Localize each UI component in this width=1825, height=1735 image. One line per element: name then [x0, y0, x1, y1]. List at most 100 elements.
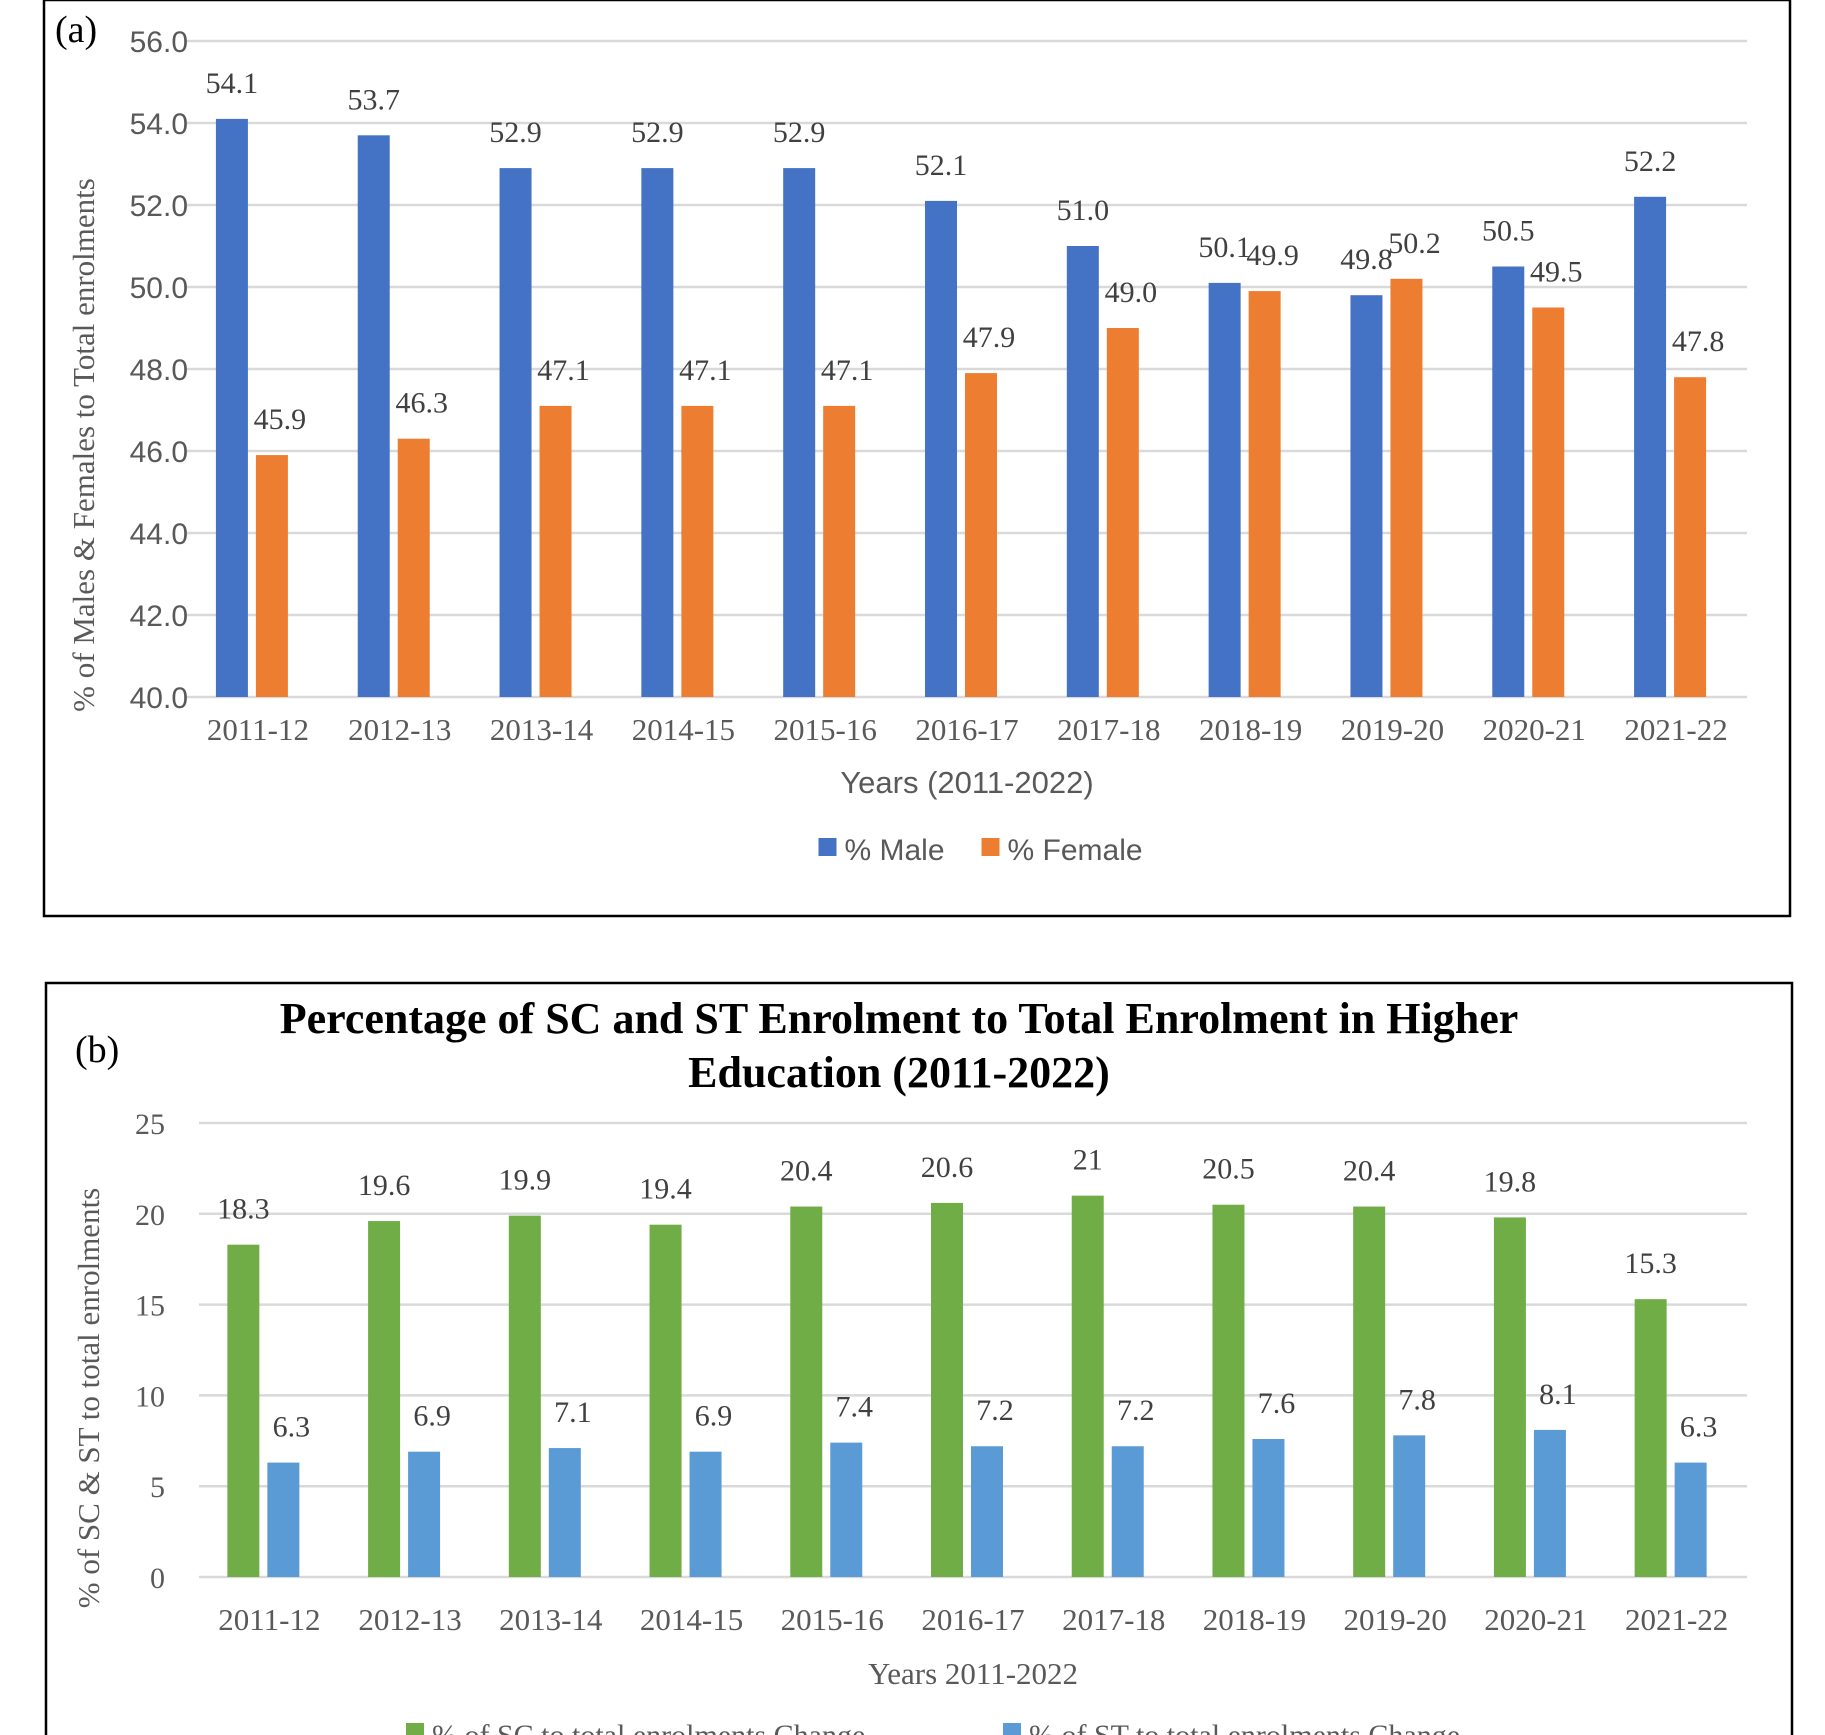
chart-panel-a: (a) 40.0 42.0 44.0 46.0 48.0 50.0 52.0 54.0 56.0 2…: [42, 0, 1792, 918]
y-tick-label: 5: [150, 1471, 165, 1504]
panel-border: [42, 0, 1792, 918]
legend-swatch: [818, 838, 837, 856]
data-label: 47.8: [1672, 325, 1725, 358]
bar-series2: [689, 1451, 722, 1577]
data-label: 52.2: [1624, 145, 1677, 178]
y-tick-label: 56.0: [130, 26, 188, 59]
y-tick-label: 10: [135, 1380, 165, 1413]
chart-title: Education (2011-2022): [688, 1048, 1110, 1097]
bar-series2: [823, 405, 856, 697]
bar-series1: [1208, 282, 1241, 697]
x-tick-label: 2012-13: [358, 1602, 461, 1637]
x-tick-label: 2018-19: [1199, 712, 1302, 747]
data-label: 49.0: [1105, 276, 1158, 309]
data-label: 18.3: [217, 1193, 270, 1226]
bar-series2: [965, 373, 997, 697]
data-label: 6.9: [695, 1400, 733, 1433]
data-label: 20.4: [780, 1155, 833, 1188]
x-tick-label: 2020-21: [1484, 1602, 1587, 1637]
bar-series1: [783, 168, 816, 698]
data-label: 45.9: [254, 403, 307, 436]
bar-series2: [408, 1451, 441, 1577]
bar-series2: [1532, 307, 1565, 697]
data-label: 7.2: [1117, 1394, 1155, 1427]
data-label: 20.6: [921, 1151, 974, 1184]
y-tick-label: 50.0: [130, 272, 188, 305]
y-tick-label: 42.0: [130, 600, 188, 633]
data-label: 51.0: [1057, 194, 1110, 227]
data-label: 54.1: [206, 67, 259, 100]
y-axis-title: % of Males & Females to Total enrolments: [66, 178, 101, 712]
bar-series2: [1390, 278, 1423, 697]
panel-label: (a): [55, 9, 97, 51]
x-tick-label: 2017-18: [1057, 712, 1160, 747]
bar-series1: [499, 168, 532, 698]
data-label: 6.3: [1680, 1411, 1718, 1444]
bar-series1: [931, 1202, 963, 1577]
y-tick-label: 0: [150, 1562, 165, 1595]
bar-series1: [508, 1215, 541, 1577]
data-label: 7.2: [976, 1394, 1014, 1427]
legend-label: % Male: [845, 834, 945, 867]
data-label: 47.1: [679, 354, 732, 387]
panel-border: [44, 981, 1794, 1735]
legend-swatch: [981, 838, 1000, 856]
data-label: 19.8: [1484, 1165, 1537, 1198]
data-label: 20.4: [1343, 1155, 1396, 1188]
data-label: 49.5: [1530, 256, 1583, 289]
data-label: 7.6: [1258, 1387, 1296, 1420]
legend-label: % Female: [1008, 834, 1143, 867]
bar-series1: [649, 1224, 682, 1577]
x-tick-label: 2012-13: [348, 712, 451, 747]
y-tick-label: 54.0: [130, 108, 188, 141]
data-label: 46.3: [395, 387, 448, 420]
chart-panel-b: (b) Percentage of SC and ST Enrolment to …: [44, 981, 1794, 1735]
data-label: 53.7: [347, 83, 400, 116]
data-label: 52.9: [773, 116, 826, 149]
x-tick-label: 2015-16: [774, 712, 877, 747]
bar-series1: [1634, 1299, 1667, 1577]
bar-series2: [1106, 328, 1139, 697]
data-label: 52.1: [915, 149, 968, 182]
x-tick-label: 2019-20: [1344, 1602, 1447, 1637]
x-tick-label: 2016-17: [915, 712, 1018, 747]
bar-series2: [539, 405, 572, 697]
bar-series1: [790, 1206, 823, 1577]
x-tick-label: 2014-15: [640, 1602, 743, 1637]
bar-series2: [971, 1446, 1003, 1577]
data-label: 7.8: [1398, 1383, 1436, 1416]
x-tick-label: 2011-12: [218, 1602, 320, 1637]
x-tick-label: 2015-16: [781, 1602, 884, 1637]
bar-series1: [368, 1221, 401, 1577]
bar-series1: [1212, 1204, 1245, 1577]
x-tick-label: 2014-15: [632, 712, 735, 747]
bar-series2: [830, 1442, 863, 1577]
data-label: 19.9: [499, 1164, 552, 1197]
x-tick-label: 2013-14: [499, 1602, 603, 1637]
bar-series1: [1353, 1206, 1386, 1577]
data-label: 50.2: [1388, 227, 1441, 260]
bar-series2: [397, 438, 430, 697]
data-label: 7.4: [836, 1391, 874, 1424]
data-label: 50.1: [1198, 231, 1251, 264]
bar-series2: [1111, 1446, 1144, 1577]
y-tick-label: 25: [135, 1108, 165, 1141]
data-label: 47.9: [963, 321, 1016, 354]
bar-series1: [641, 168, 674, 698]
x-tick-label: 2021-22: [1624, 712, 1727, 747]
legend-label: % of ST to total enrolments Change: [1029, 1719, 1460, 1735]
bar-series1: [925, 200, 957, 697]
data-label: 52.9: [489, 116, 542, 149]
data-label: 8.1: [1539, 1378, 1577, 1411]
y-tick-label: 40.0: [130, 682, 188, 715]
data-label: 20.5: [1202, 1153, 1255, 1186]
bar-series1: [357, 135, 390, 698]
bar-series1: [1071, 1195, 1104, 1577]
x-tick-label: 2017-18: [1062, 1602, 1165, 1637]
bar-series1: [1066, 246, 1099, 697]
x-tick-label: 2021-22: [1625, 1602, 1728, 1637]
x-tick-label: 2016-17: [921, 1602, 1024, 1637]
data-label: 47.1: [821, 354, 874, 387]
data-label: 47.1: [537, 354, 590, 387]
